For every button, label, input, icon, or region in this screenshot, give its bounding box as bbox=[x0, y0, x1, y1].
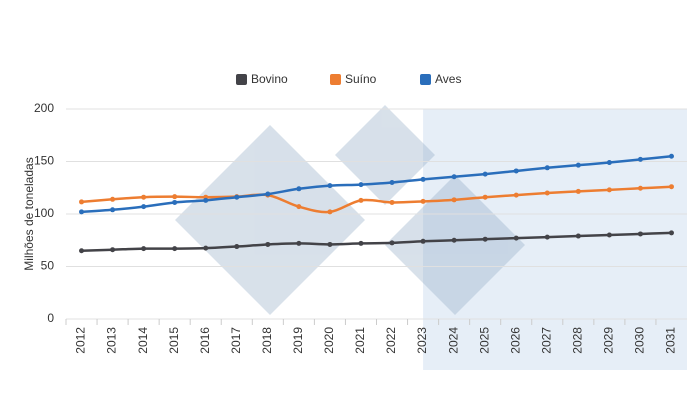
x-tick-label: 2025 bbox=[477, 327, 491, 354]
point bbox=[110, 247, 116, 253]
x-tick-label: 2030 bbox=[633, 327, 647, 354]
x-tick-label: 2012 bbox=[74, 327, 88, 354]
point bbox=[513, 235, 519, 241]
point bbox=[79, 199, 85, 205]
point bbox=[110, 196, 116, 202]
point bbox=[358, 197, 364, 203]
point bbox=[203, 245, 209, 251]
point bbox=[482, 194, 488, 200]
x-tick-label: 2026 bbox=[508, 327, 522, 354]
point bbox=[420, 198, 426, 204]
point bbox=[575, 162, 581, 168]
legend-swatch bbox=[236, 74, 247, 85]
y-axis-label: Milhões de toneladas bbox=[22, 157, 36, 270]
x-tick-label: 2015 bbox=[167, 327, 181, 354]
legend-label: Suíno bbox=[345, 72, 377, 86]
point bbox=[203, 197, 209, 203]
x-tick-label: 2031 bbox=[664, 327, 678, 354]
y-tick-label: 200 bbox=[34, 101, 54, 115]
point bbox=[79, 248, 85, 254]
point bbox=[110, 207, 116, 213]
y-tick-label: 0 bbox=[47, 311, 54, 325]
point bbox=[141, 194, 147, 200]
point bbox=[668, 230, 674, 236]
point bbox=[451, 237, 457, 243]
y-tick-label: 150 bbox=[34, 154, 54, 168]
point bbox=[482, 171, 488, 177]
point bbox=[637, 156, 643, 162]
point bbox=[482, 236, 488, 242]
point bbox=[606, 160, 612, 166]
x-tick-label: 2020 bbox=[322, 327, 336, 354]
point bbox=[389, 180, 395, 185]
point bbox=[668, 184, 674, 190]
point bbox=[172, 194, 178, 200]
x-tick-label: 2014 bbox=[136, 327, 150, 354]
x-tick-label: 2017 bbox=[229, 327, 243, 354]
series-line bbox=[81, 231, 672, 252]
point bbox=[296, 240, 302, 246]
point bbox=[451, 174, 457, 180]
x-tick-label: 2027 bbox=[539, 327, 553, 354]
point bbox=[389, 240, 395, 246]
legend-label: Aves bbox=[435, 72, 461, 86]
point bbox=[606, 187, 612, 193]
point bbox=[141, 204, 147, 210]
legend-label: Bovino bbox=[251, 72, 288, 86]
point bbox=[513, 168, 519, 174]
point bbox=[327, 241, 333, 247]
point bbox=[544, 165, 550, 171]
point bbox=[544, 234, 550, 240]
legend-swatch bbox=[330, 74, 341, 85]
point bbox=[327, 183, 333, 189]
point bbox=[544, 190, 550, 196]
series-line bbox=[81, 185, 672, 214]
point bbox=[451, 197, 457, 203]
x-tick-label: 2019 bbox=[291, 327, 305, 354]
point bbox=[420, 238, 426, 244]
point bbox=[265, 241, 271, 247]
point bbox=[296, 204, 302, 210]
point bbox=[606, 232, 612, 238]
point bbox=[358, 240, 364, 246]
x-tick-label: 2024 bbox=[446, 327, 460, 354]
series-line bbox=[81, 155, 672, 214]
point bbox=[234, 244, 240, 250]
x-tick-label: 2013 bbox=[105, 327, 119, 354]
point bbox=[296, 186, 302, 192]
x-tick-label: 2022 bbox=[384, 327, 398, 354]
x-tick-label: 2016 bbox=[198, 327, 212, 354]
point bbox=[637, 185, 643, 191]
point bbox=[575, 233, 581, 239]
x-tick-label: 2029 bbox=[602, 327, 616, 354]
y-tick-label: 100 bbox=[34, 206, 54, 220]
point bbox=[358, 182, 364, 188]
y-tick-label: 50 bbox=[41, 259, 55, 273]
point bbox=[389, 199, 395, 205]
point bbox=[513, 192, 519, 198]
point bbox=[327, 209, 333, 215]
point bbox=[265, 191, 271, 197]
point bbox=[141, 246, 147, 252]
x-tick-label: 2028 bbox=[570, 327, 584, 354]
watermark bbox=[175, 105, 525, 315]
point bbox=[172, 199, 178, 205]
point bbox=[172, 246, 178, 252]
point bbox=[637, 231, 643, 237]
point bbox=[575, 188, 581, 194]
x-tick-label: 2018 bbox=[260, 327, 274, 354]
legend-swatch bbox=[420, 74, 431, 85]
point bbox=[234, 194, 240, 200]
point bbox=[668, 153, 674, 159]
x-tick-label: 2023 bbox=[415, 327, 429, 354]
x-tick-label: 2021 bbox=[353, 327, 367, 354]
point bbox=[420, 176, 426, 182]
point bbox=[79, 209, 85, 215]
